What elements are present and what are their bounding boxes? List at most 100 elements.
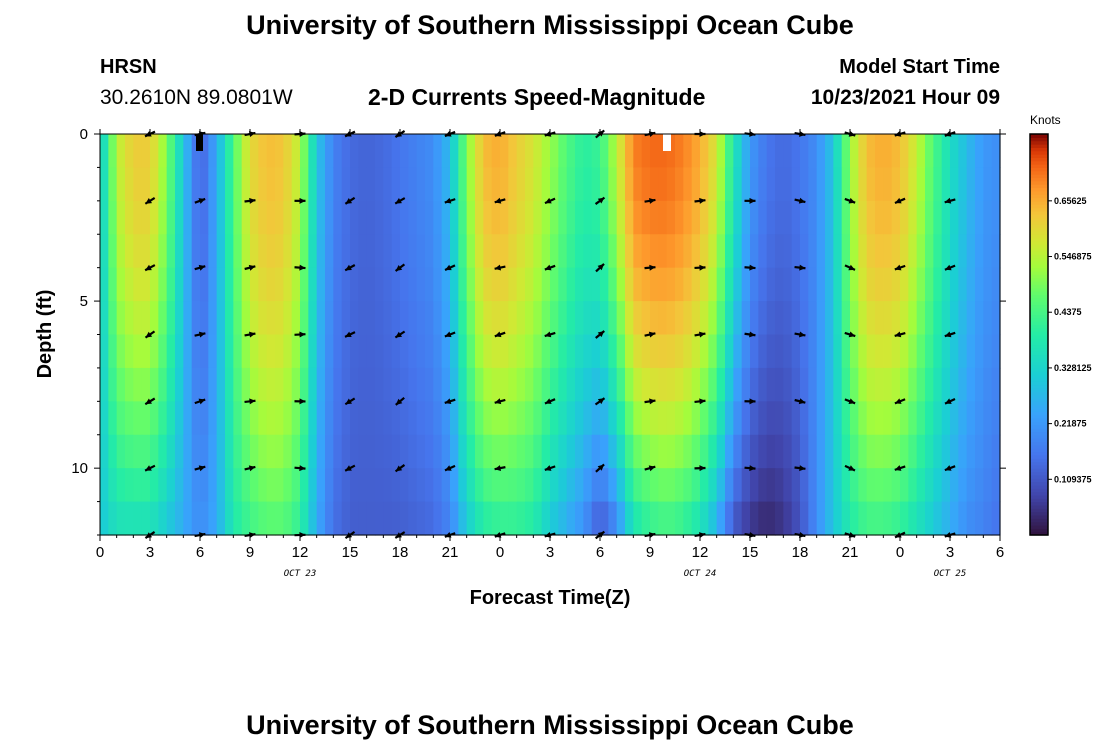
- heatmap-cell: [741, 200, 751, 235]
- x-tick-label: 15: [742, 544, 759, 561]
- heatmap-cell: [533, 501, 543, 536]
- heatmap-cell: [808, 367, 818, 402]
- heatmap-cell: [733, 468, 743, 503]
- colorbar-segment: [1030, 514, 1048, 519]
- heatmap-cell: [258, 401, 268, 436]
- heatmap-cell: [241, 200, 251, 235]
- heatmap-cell: [516, 468, 526, 503]
- heatmap-cell: [150, 267, 159, 302]
- colorbar-tick-label: 0.546875: [1054, 252, 1092, 262]
- heatmap-cell: [208, 501, 218, 536]
- heatmap-cell: [116, 267, 126, 302]
- heatmap-cell: [500, 234, 509, 269]
- heatmap-cell: [566, 367, 576, 402]
- current-arrow-head: [445, 264, 452, 271]
- colorbar-segment: [1030, 134, 1048, 138]
- heatmap-cell: [391, 134, 401, 169]
- heatmap-cell: [325, 434, 334, 469]
- heatmap-cell: [366, 501, 376, 536]
- current-arrow-head: [597, 197, 605, 204]
- heatmap-cell: [575, 267, 584, 302]
- heatmap-cell: [133, 367, 143, 402]
- current-arrow-head: [198, 331, 206, 338]
- heatmap-cell: [425, 234, 434, 269]
- heatmap-cell: [316, 401, 326, 436]
- heatmap-cell: [150, 167, 159, 202]
- heatmap-cell: [950, 167, 959, 202]
- heatmap-cell: [566, 167, 576, 202]
- colorbar-segment: [1030, 177, 1048, 182]
- heatmap-cell: [550, 200, 559, 235]
- heatmap-cell: [208, 367, 218, 402]
- heatmap-cell: [508, 200, 518, 235]
- heatmap-cell: [408, 167, 418, 202]
- heatmap-cell: [891, 334, 901, 369]
- heatmap-cell: [441, 267, 451, 302]
- colorbar-segment: [1030, 260, 1048, 265]
- heatmap-cell: [450, 267, 459, 302]
- colorbar-segment: [1030, 284, 1048, 289]
- heatmap-cell: [258, 167, 268, 202]
- heatmap-cell: [500, 434, 509, 469]
- heatmap-cell: [725, 234, 734, 269]
- heatmap-cell: [550, 234, 559, 269]
- heatmap-cell: [791, 200, 801, 235]
- heatmap-cell: [483, 134, 493, 169]
- heatmap-cell: [533, 434, 543, 469]
- heatmap-cell: [325, 334, 334, 369]
- heatmap-cell: [325, 267, 334, 302]
- heatmap-cell: [175, 367, 184, 402]
- heatmap-cell: [400, 367, 409, 402]
- heatmap-cell: [808, 234, 818, 269]
- heatmap-cell: [150, 468, 159, 503]
- colorbar-segment: [1030, 418, 1048, 422]
- heatmap-cell: [950, 234, 959, 269]
- colorbar-segment: [1030, 334, 1048, 339]
- colorbar-tick-label: 0.109375: [1054, 474, 1092, 484]
- heatmap-cell: [691, 200, 701, 235]
- colorbar-segment: [1030, 401, 1048, 406]
- heatmap-cell: [191, 434, 201, 469]
- heatmap-cell: [991, 200, 1001, 235]
- heatmap-cell: [116, 334, 126, 369]
- current-arrow-head: [299, 398, 306, 405]
- heatmap-cell: [958, 301, 968, 336]
- heatmap-cell: [933, 134, 943, 169]
- heatmap-cell: [141, 501, 151, 536]
- heatmap-cell: [108, 301, 118, 336]
- heatmap-cell: [858, 234, 868, 269]
- heatmap-cell: [525, 367, 534, 402]
- heatmap-cell: [241, 468, 251, 503]
- colorbar-segment: [1030, 464, 1048, 469]
- colorbar-segment: [1030, 194, 1048, 199]
- heatmap-cell: [200, 200, 209, 235]
- x-tick-label: 3: [146, 544, 154, 561]
- heatmap-cell: [633, 468, 643, 503]
- heatmap-cell: [175, 167, 184, 202]
- heatmap-cell: [875, 301, 884, 336]
- current-arrow-head: [145, 331, 153, 338]
- heatmap-cell: [883, 468, 893, 503]
- heatmap-cell: [300, 301, 309, 336]
- heatmap-cell: [500, 267, 509, 302]
- heatmap-cell: [216, 267, 226, 302]
- heatmap-cell: [675, 267, 684, 302]
- heatmap-cell: [775, 200, 784, 235]
- heatmap-cell: [716, 134, 726, 169]
- current-arrow-head: [198, 465, 206, 472]
- heatmap-cell: [925, 501, 934, 536]
- heatmap-cell: [216, 367, 226, 402]
- heatmap-cell: [525, 468, 534, 503]
- heatmap-cell: [783, 434, 793, 469]
- heatmap-cell: [425, 401, 434, 436]
- heatmap-cell: [741, 501, 751, 536]
- heatmap-cell: [116, 234, 126, 269]
- heatmap-cell: [841, 401, 851, 436]
- heatmap-cell: [483, 301, 493, 336]
- heatmap-cell: [758, 200, 768, 235]
- heatmap-cell: [391, 200, 401, 235]
- heatmap-cell: [933, 200, 943, 235]
- colorbar-segment: [1030, 237, 1048, 242]
- model-start-value: 10/23/2021 Hour 09: [810, 86, 1000, 109]
- heatmap-cell: [875, 434, 884, 469]
